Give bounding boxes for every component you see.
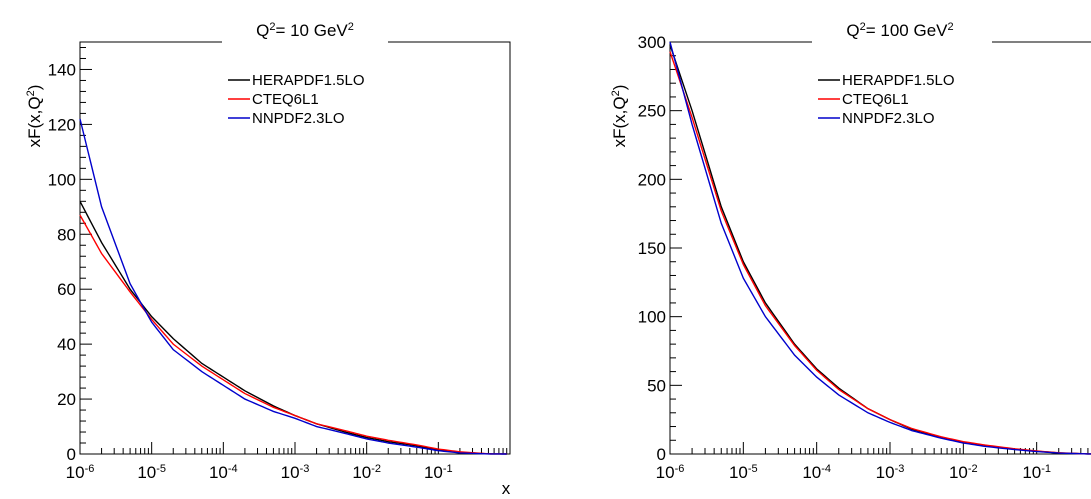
y-tick-label: 150	[638, 239, 666, 258]
x-tick-label: 10-4	[209, 463, 238, 482]
x-tick-label: 10-6	[66, 463, 95, 482]
legend-label: NNPDF2.3LO	[842, 110, 935, 127]
x-axis-label: x	[502, 479, 511, 498]
legend: HERAPDF1.5LO CTEQ6L1 NNPDF2.3LO	[818, 72, 955, 127]
legend-label: HERAPDF1.5LO	[842, 72, 955, 89]
chart-title-box	[812, 10, 992, 44]
y-tick-label: 0	[657, 445, 666, 464]
y-tick-label: 0	[67, 445, 76, 464]
x-tick-label: 10-2	[352, 463, 381, 482]
x-tick-label: 10-1	[1022, 463, 1051, 482]
y-axis-label: xF(x,Q2)	[610, 85, 629, 148]
x-tick-label: 10-6	[656, 463, 685, 482]
chart-title-box	[222, 10, 388, 44]
x-tick-label: 10-5	[729, 463, 758, 482]
y-tick-label: 120	[48, 115, 76, 134]
y-tick-label: 80	[57, 225, 76, 244]
legend-label: NNPDF2.3LO	[252, 110, 345, 127]
grid-and-ticks	[79, 46, 508, 455]
legend-label: HERAPDF1.5LO	[252, 72, 365, 89]
y-tick-label: 100	[638, 308, 666, 327]
x-tick-label: 10-4	[802, 463, 831, 482]
x-tick-label: 10-3	[876, 463, 905, 482]
series-line	[669, 41, 1091, 455]
legend-label: CTEQ6L1	[842, 91, 909, 108]
legend-label: CTEQ6L1	[252, 91, 319, 108]
x-tick-label: 10-3	[281, 463, 310, 482]
y-tick-label: 200	[638, 170, 666, 189]
series-lines	[669, 41, 1091, 455]
legend: HERAPDF1.5LO CTEQ6L1 NNPDF2.3LO	[228, 72, 365, 127]
x-tick-label: 10-5	[137, 463, 166, 482]
y-tick-label: 300	[638, 33, 666, 52]
y-tick-label: 250	[638, 102, 666, 121]
x-tick-labels: 10-6 10-5 10-4 10-3 10-2 10-1	[656, 463, 1051, 482]
y-axis-label: xF(x,Q2)	[25, 85, 44, 148]
chart-title: Q2= 100 GeV2	[846, 21, 953, 40]
y-tick-labels: 0 50 100 150 200 250 300	[638, 33, 666, 464]
y-tick-label: 40	[57, 335, 76, 354]
chart-title: Q2= 10 GeV2	[256, 21, 354, 40]
x-tick-label: 10-2	[949, 463, 978, 482]
series-lines	[79, 118, 507, 455]
y-tick-label: 20	[57, 390, 76, 409]
chart-panel-left: Q2= 10 GeV2 xF(x,Q2) x 0 20 40 60 80 100 120 14…	[25, 10, 511, 498]
chart-panel-right: Q2= 100 GeV2 xF(x,Q2) x 0501001502002503…	[610, 10, 1091, 482]
y-tick-label: 100	[48, 170, 76, 189]
y-tick-labels: 0 20 40 60 80 100 120 140	[48, 60, 76, 464]
y-tick-label: 60	[57, 280, 76, 299]
y-tick-label: 140	[48, 60, 76, 79]
series-line	[79, 214, 507, 455]
x-tick-labels: 10-6 10-5 10-4 10-3 10-2 10-1	[66, 463, 453, 482]
series-line	[79, 118, 507, 455]
x-tick-label: 10-1	[424, 463, 453, 482]
grid-and-ticks	[669, 41, 1089, 455]
series-line	[79, 200, 507, 455]
y-tick-label: 50	[647, 376, 666, 395]
